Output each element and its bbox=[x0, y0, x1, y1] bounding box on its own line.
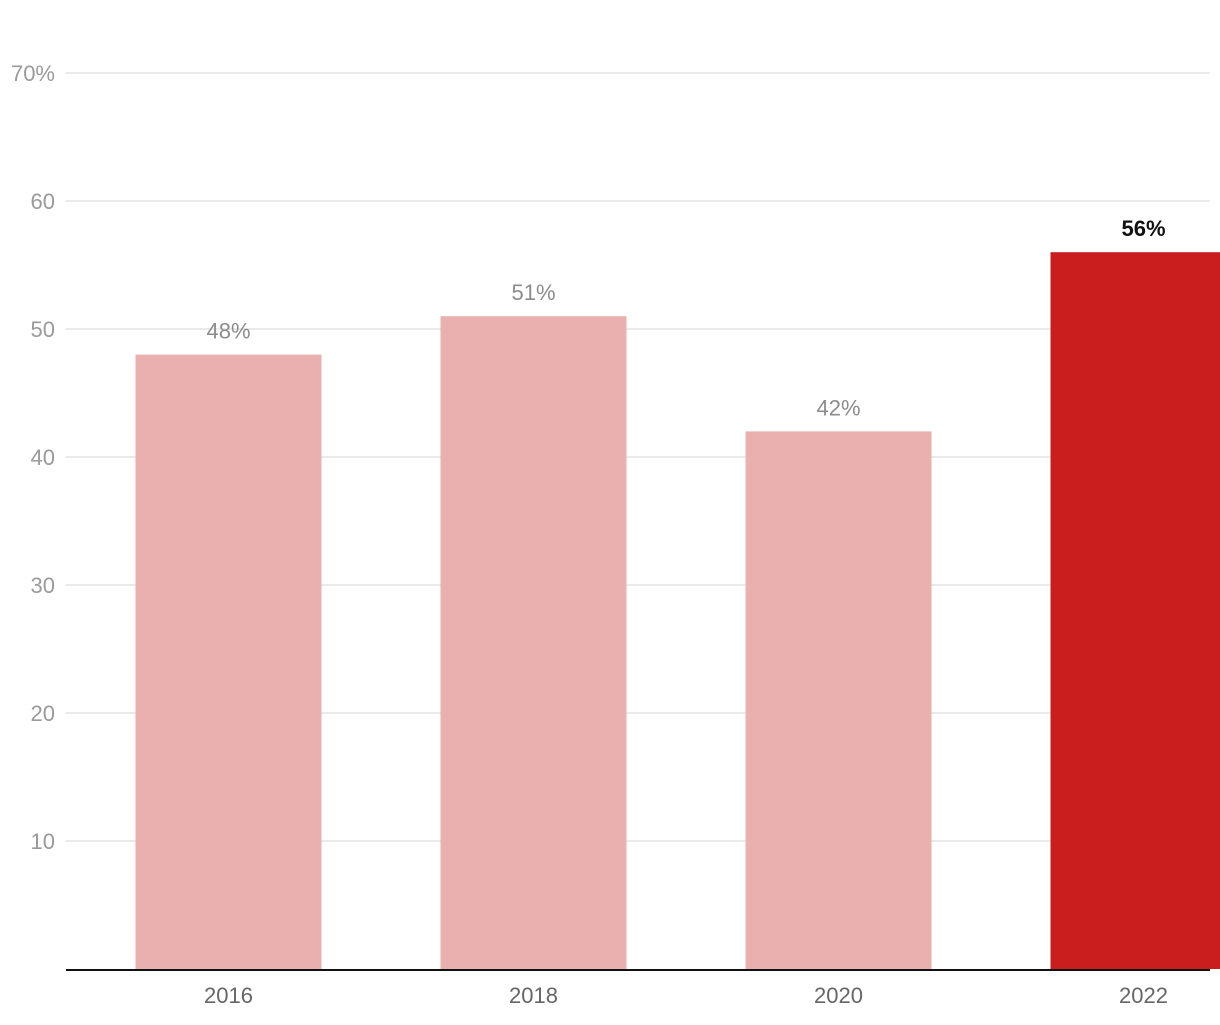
bar-2020 bbox=[746, 431, 932, 969]
data-label-2020: 42% bbox=[816, 395, 860, 420]
y-axis-ticks: 10 20 30 40 50 60 70% bbox=[11, 61, 55, 854]
bar-2018 bbox=[441, 316, 627, 969]
x-tick-label-2016: 2016 bbox=[204, 983, 253, 1008]
x-axis-ticks: 2016 2018 2020 2022 bbox=[204, 983, 1168, 1008]
x-tick-label-2018: 2018 bbox=[509, 983, 558, 1008]
data-label-2018: 51% bbox=[511, 280, 555, 305]
y-tick-label: 60 bbox=[31, 189, 55, 214]
y-tick-label: 40 bbox=[31, 445, 55, 470]
bar-2022 bbox=[1051, 252, 1220, 969]
x-tick-label-2020: 2020 bbox=[814, 983, 863, 1008]
y-tick-label: 30 bbox=[31, 573, 55, 598]
y-tick-label: 70% bbox=[11, 61, 55, 86]
data-label-2022: 56% bbox=[1121, 216, 1165, 241]
bars bbox=[136, 252, 1220, 969]
y-tick-label: 20 bbox=[31, 701, 55, 726]
y-tick-label: 10 bbox=[31, 829, 55, 854]
data-label-2016: 48% bbox=[206, 319, 250, 344]
bar-2016 bbox=[136, 355, 322, 969]
data-labels: 48% 51% 42% 56% bbox=[206, 216, 1165, 420]
y-tick-label: 50 bbox=[31, 317, 55, 342]
x-tick-label-2022: 2022 bbox=[1119, 983, 1168, 1008]
